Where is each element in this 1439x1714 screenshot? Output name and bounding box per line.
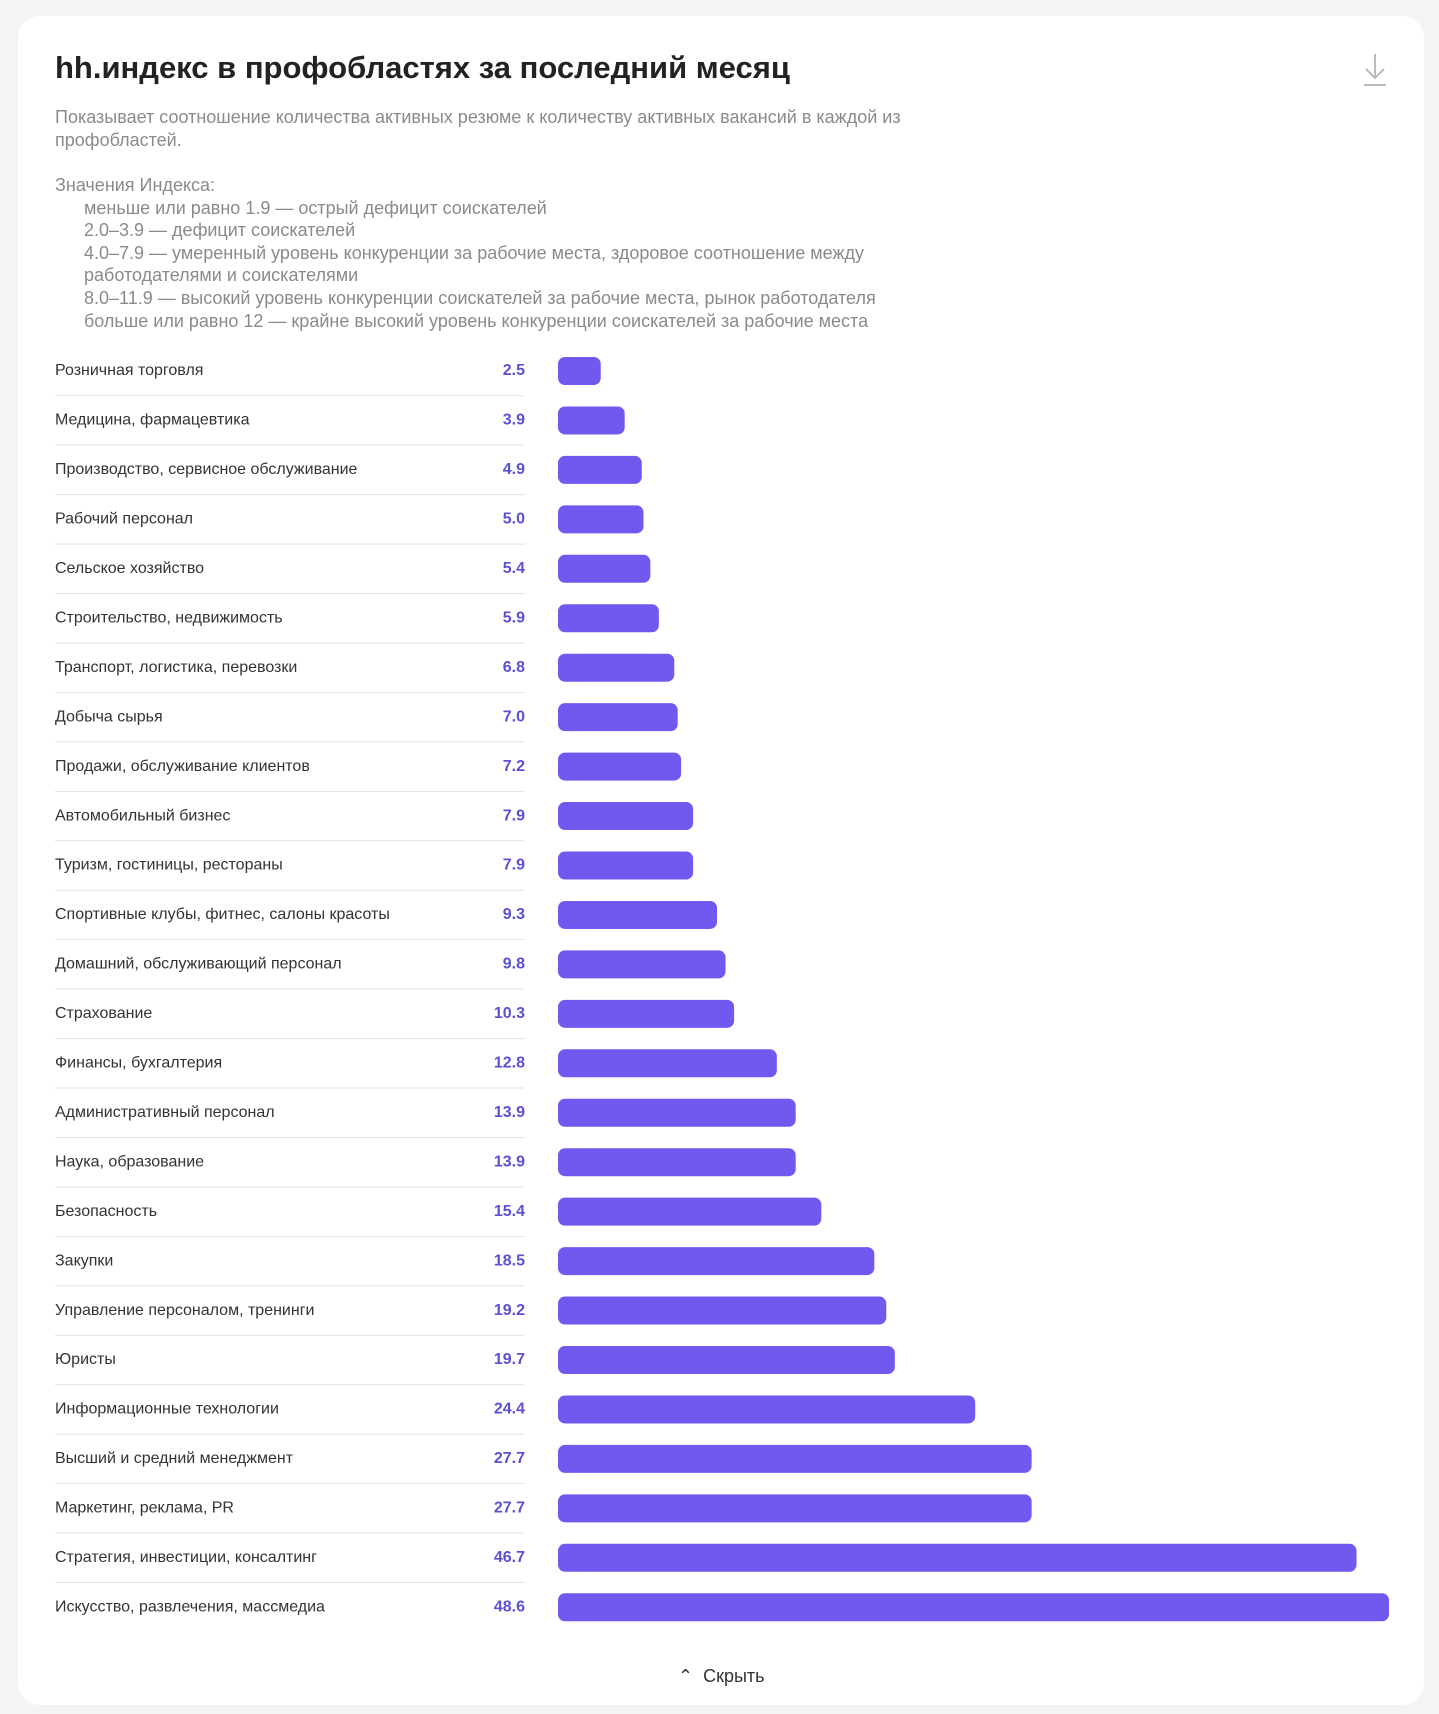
category-label: Добыча сырья [55, 708, 163, 725]
category-label: Автомобильный бизнес [55, 807, 230, 824]
bar [558, 455, 642, 484]
value-label: 3.9 [503, 412, 525, 429]
category-label: Искусство, развлечения, массмедиа [55, 1598, 325, 1615]
bar [558, 604, 659, 633]
bar [558, 900, 718, 929]
value-label: 27.7 [494, 1500, 525, 1517]
legend-line: меньше или равно 1.9 — острый дефицит со… [84, 197, 547, 218]
value-label: 10.3 [494, 1005, 525, 1022]
legend-line: 4.0–7.9 — умеренный уровень конкуренции … [84, 242, 865, 286]
value-label: 18.5 [494, 1252, 525, 1269]
bar [558, 1395, 976, 1424]
value-label: 9.8 [503, 956, 525, 973]
category-label: Информационные технологии [55, 1401, 279, 1418]
category-label: Юристы [55, 1351, 116, 1368]
bar [558, 802, 694, 831]
bar [558, 653, 675, 682]
category-label: Сельское хозяйство [55, 560, 204, 577]
chart: Розничная торговля 2.5 Медицина, фармацевт… [55, 54, 1389, 1622]
bar [558, 505, 644, 534]
value-label: 7.9 [503, 857, 525, 874]
category-label: Производство, сервисное обслуживание [55, 461, 358, 478]
subtitle: Показывает соотношение количества активн… [55, 107, 901, 150]
hide-label[interactable]: Скрыть [703, 1666, 765, 1686]
category-label: Закупки [55, 1252, 113, 1269]
value-label: 27.7 [494, 1450, 525, 1467]
category-label: Продажи, обслуживание клиентов [55, 758, 310, 775]
value-label: 19.7 [494, 1351, 525, 1368]
value-label: 5.4 [503, 560, 525, 577]
value-label: 48.6 [494, 1598, 525, 1615]
value-label: 46.7 [494, 1549, 525, 1566]
bar [558, 752, 682, 781]
bar [558, 554, 651, 583]
value-label: 5.0 [503, 511, 525, 528]
value-label: 2.5 [503, 362, 525, 379]
bar [558, 1148, 796, 1177]
bar [558, 1247, 875, 1276]
legend-line: 2.0–3.9 — дефицит соискателей [84, 220, 356, 241]
value-label: 19.2 [494, 1302, 525, 1319]
chevron: ⌃ [678, 1666, 694, 1686]
category-label: Безопасность [55, 1203, 157, 1220]
value-label: 7.2 [503, 758, 525, 775]
bar [558, 851, 694, 880]
category-label: Маркетинг, реклама, PR [55, 1500, 234, 1517]
bar [558, 999, 735, 1028]
value-label: 13.9 [494, 1104, 525, 1121]
bar [558, 1098, 796, 1127]
value-label: 5.9 [503, 609, 525, 626]
legend: Значения Индекса: меньше или равно 1.9 —… [55, 174, 905, 332]
bar [558, 406, 625, 435]
bar [558, 357, 601, 385]
bar [558, 1197, 822, 1226]
category-label: Административный персонал [55, 1104, 275, 1121]
legend-heading: Значения Индекса: [55, 175, 216, 195]
bar [558, 1346, 895, 1374]
bar [558, 1494, 1032, 1523]
category-label: Рабочий персонал [55, 511, 193, 528]
value-label: 7.0 [503, 708, 525, 725]
category-label: Транспорт, логистика, перевозки [55, 659, 297, 676]
value-label: 13.9 [494, 1153, 525, 1170]
value-label: 7.9 [503, 807, 525, 824]
bar [558, 1049, 777, 1078]
category-label: Высший и средний менеджмент [55, 1450, 294, 1467]
download-icon[interactable] [1364, 54, 1386, 86]
bar [558, 1543, 1357, 1572]
card: hh.индекс в профобластях за последний ме… [18, 16, 1424, 1705]
bar [558, 703, 678, 732]
legend-line: 8.0–11.9 — высокий уровень конкуренции с… [84, 287, 876, 308]
value-label: 15.4 [494, 1203, 525, 1220]
category-label: Медицина, фармацевтика [55, 412, 250, 429]
legend-lines: меньше или равно 1.9 — острый дефицит со… [55, 197, 905, 333]
bar [558, 1444, 1032, 1473]
category-label: Домашний, обслуживающий персонал [55, 956, 342, 973]
legend-line: больше или равно 12 — крайне высокий уро… [84, 310, 869, 331]
title: hh.индекс в профобластях за последний ме… [55, 50, 790, 85]
category-label: Страхование [55, 1005, 152, 1022]
value-label: 24.4 [494, 1401, 525, 1418]
category-label: Спортивные клубы, фитнес, салоны красоты [55, 906, 390, 923]
hide-button[interactable]: ⌃ Скрыть [678, 1666, 765, 1687]
category-label: Розничная торговля [55, 362, 203, 379]
value-label: 6.8 [503, 659, 525, 676]
category-label: Строительство, недвижимость [55, 609, 283, 626]
category-label: Финансы, бухгалтерия [55, 1055, 222, 1072]
value-label: 9.3 [503, 906, 525, 923]
category-label: Стратегия, инвестиции, консалтинг [55, 1549, 317, 1566]
value-label: 4.9 [503, 461, 525, 478]
value-label: 12.8 [494, 1055, 525, 1072]
bar [558, 950, 726, 979]
category-label: Наука, образование [55, 1153, 204, 1170]
bar [558, 1593, 1389, 1622]
category-label: Управление персоналом, тренинги [55, 1302, 314, 1319]
bar [558, 1296, 887, 1325]
category-label: Туризм, гостиницы, рестораны [55, 857, 283, 874]
